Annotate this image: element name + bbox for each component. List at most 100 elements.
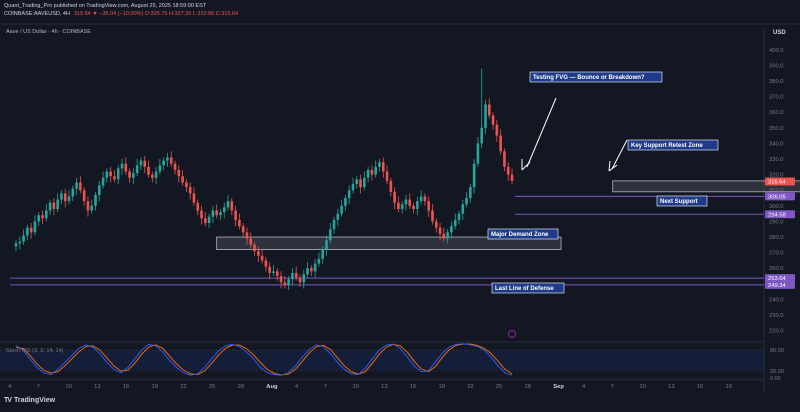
candle-body: [469, 187, 472, 199]
candle-body: [132, 173, 135, 178]
candle-body: [109, 171, 112, 177]
candle-body: [427, 201, 431, 211]
candle-body: [207, 216, 211, 223]
candle-body: [404, 199, 408, 205]
y-tick-label: 390.0: [769, 63, 784, 69]
x-tick-label: Aug: [266, 384, 278, 390]
candle-body: [389, 180, 393, 192]
y-tick-label: 380.0: [769, 79, 784, 85]
candle-body: [33, 221, 37, 233]
candle-body: [75, 182, 78, 189]
x-tick-label: 10: [352, 384, 358, 390]
candle-body: [113, 176, 116, 180]
tradingview-logo-icon: TV: [4, 397, 12, 404]
y-tick-label: 340.0: [769, 141, 784, 147]
price-tag: [765, 177, 795, 186]
candle-body: [196, 202, 200, 211]
candle-body: [48, 202, 52, 211]
publisher-line: Quant_Trading_Pro published on TradingVi…: [4, 3, 207, 9]
candle-body: [94, 194, 97, 206]
candle-body: [135, 165, 139, 174]
price-tag: [765, 274, 795, 283]
x-tick-label: 16: [123, 384, 129, 390]
annotation-label: Key Support Retest Zone: [631, 143, 703, 149]
y-tick-label: 280.0: [769, 235, 784, 241]
x-tick-label: 19: [152, 384, 158, 390]
candle-body: [355, 179, 359, 184]
candle-body: [336, 213, 340, 220]
price-tag-label: 253.64: [768, 276, 787, 282]
candle-body: [120, 163, 124, 169]
candle-body: [480, 127, 484, 144]
candle-body: [272, 271, 275, 273]
candle-body: [268, 266, 271, 273]
rsi-title: Stoch RSI (3, 3, 14, 14): [6, 348, 64, 354]
candle-body: [484, 104, 487, 128]
candle-body: [29, 227, 33, 233]
candle-body: [90, 205, 94, 211]
price-tag: [765, 210, 795, 219]
x-tick-label: 4: [8, 384, 12, 390]
x-tick-label: 25: [496, 384, 502, 390]
candle-body: [431, 210, 434, 222]
candle-body: [499, 135, 502, 152]
tradingview-footer[interactable]: TV TradingView: [4, 397, 55, 404]
annotation-box: [487, 228, 559, 240]
candle-body: [465, 198, 468, 205]
candle-body: [370, 169, 374, 175]
candle-body: [101, 177, 105, 186]
candle-body: [204, 218, 207, 223]
annotation-box: [529, 71, 663, 83]
rsi-d-line: [15, 343, 513, 376]
candle-body: [181, 176, 184, 183]
candle-body: [86, 201, 90, 211]
currency-label: USD: [773, 30, 786, 36]
arrow-head-icon: [608, 160, 618, 172]
candle-body: [275, 271, 279, 277]
candle-body: [446, 232, 449, 239]
candle-body: [438, 227, 442, 234]
candle-body: [63, 193, 67, 202]
candle-body: [408, 199, 412, 206]
candle-body: [287, 279, 290, 286]
annotation-box: [656, 195, 708, 207]
candle-body: [434, 221, 438, 228]
price-tag: [765, 280, 795, 289]
candle-body: [151, 174, 154, 178]
candle-body: [79, 182, 82, 191]
zone-box: [612, 180, 800, 193]
candle-body: [219, 212, 222, 216]
candle-body: [166, 157, 169, 161]
candle-body: [253, 244, 256, 252]
candle-body: [332, 219, 336, 230]
annotation-label: Testing FVG — Bounce or Breakdown?: [533, 75, 645, 81]
candle-body: [302, 274, 306, 283]
arrow-head-icon: [521, 159, 531, 171]
candle-body: [506, 166, 510, 175]
candle-body: [317, 258, 321, 264]
candle-body: [238, 219, 241, 227]
x-tick-label: 16: [697, 384, 703, 390]
candle-body: [461, 204, 465, 214]
event-marker-icon: [508, 330, 516, 338]
candle-body: [359, 179, 362, 188]
candle-body: [260, 255, 264, 261]
arrow-line: [611, 139, 628, 170]
x-tick-label: 7: [37, 384, 40, 390]
symbol-ohlc-line: COINBASE:AAVEUSD, 4H 315.64 ▼ −35.04 (−10…: [4, 11, 238, 17]
candle-body: [169, 157, 173, 164]
candle-body: [97, 185, 101, 195]
arrow-line: [526, 97, 557, 168]
x-tick-label: 4: [295, 384, 299, 390]
candle-body: [185, 182, 188, 188]
candle-body: [22, 235, 25, 242]
candle-body: [154, 171, 158, 178]
candle-body: [381, 162, 385, 172]
y-tick-label: 370.0: [769, 95, 784, 101]
candle-body: [400, 204, 404, 209]
x-tick-label: 10: [65, 384, 71, 390]
candle-body: [412, 205, 415, 209]
candle-body: [67, 196, 71, 202]
y-tick-label: 400.0: [769, 48, 784, 54]
